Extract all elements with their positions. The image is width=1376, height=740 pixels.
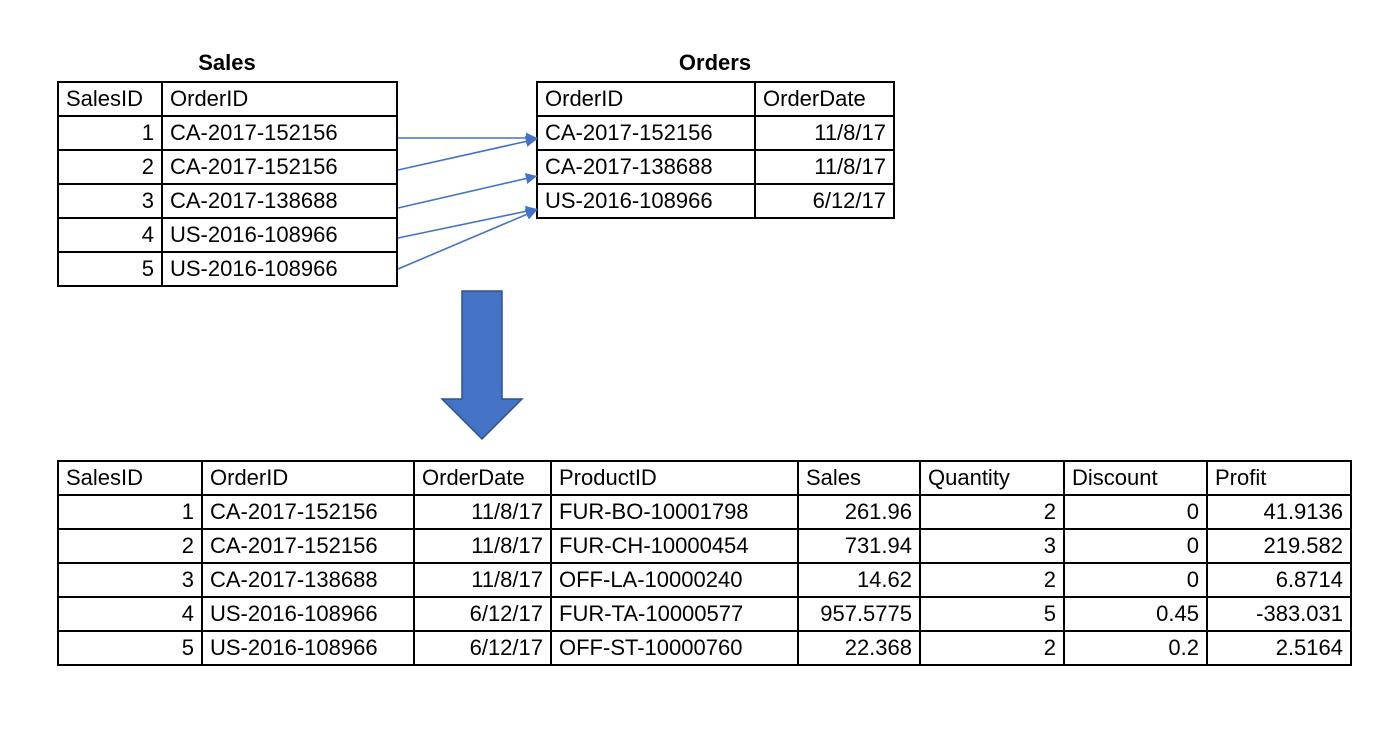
table-cell: CA-2017-152156 bbox=[201, 528, 415, 564]
table-cell: 6/12/17 bbox=[413, 630, 552, 666]
table-row: 3 CA-2017-138688 bbox=[57, 183, 398, 219]
connector-arrow-row2 bbox=[397, 135, 538, 171]
table-cell: 1 bbox=[57, 115, 163, 151]
table-cell: 11/8/17 bbox=[754, 115, 895, 151]
column-header: Profit bbox=[1206, 460, 1352, 496]
table-cell: FUR-BO-10001798 bbox=[550, 494, 799, 530]
table-cell: CA-2017-138688 bbox=[201, 562, 415, 598]
table-cell: CA-2017-152156 bbox=[536, 115, 756, 151]
table-cell: 3 bbox=[57, 183, 163, 219]
table-header-row: SalesID OrderID bbox=[57, 81, 398, 117]
table-cell: 11/8/17 bbox=[413, 528, 552, 564]
column-header: Sales bbox=[797, 460, 921, 496]
table-cell: 0 bbox=[1063, 528, 1208, 564]
table-cell: 1 bbox=[57, 494, 203, 530]
sales-table-title: Sales bbox=[198, 50, 256, 75]
table-cell: 2 bbox=[919, 630, 1065, 666]
table-cell: 4 bbox=[57, 217, 163, 253]
table-cell: 6/12/17 bbox=[754, 183, 895, 219]
down-arrow-icon bbox=[440, 290, 524, 441]
table-cell: 2.5164 bbox=[1206, 630, 1352, 666]
table-cell: CA-2017-138688 bbox=[161, 183, 398, 219]
table-cell: 5 bbox=[919, 596, 1065, 632]
table-cell: US-2016-108966 bbox=[161, 217, 398, 253]
orders-table-title: Orders bbox=[678, 50, 752, 75]
table-row: 3 CA-2017-138688 11/8/17 OFF-LA-10000240… bbox=[57, 562, 1352, 598]
table-cell: 5 bbox=[57, 251, 163, 287]
table-cell: US-2016-108966 bbox=[201, 596, 415, 632]
column-header: SalesID bbox=[57, 81, 163, 117]
table-cell: 2 bbox=[57, 528, 203, 564]
table-row: 2 CA-2017-152156 11/8/17 FUR-CH-10000454… bbox=[57, 528, 1352, 564]
table-cell: CA-2017-138688 bbox=[536, 149, 756, 185]
table-cell: FUR-TA-10000577 bbox=[550, 596, 799, 632]
table-cell: 6/12/17 bbox=[413, 596, 552, 632]
table-cell: 5 bbox=[57, 630, 203, 666]
orders-table: OrderID OrderDate CA-2017-152156 11/8/17… bbox=[536, 81, 895, 219]
table-cell: US-2016-108966 bbox=[536, 183, 756, 219]
table-cell: 0.2 bbox=[1063, 630, 1208, 666]
table-header-row: SalesID OrderID OrderDate ProductID Sale… bbox=[57, 460, 1352, 496]
column-header: SalesID bbox=[57, 460, 203, 496]
table-row: 4 US-2016-108966 6/12/17 FUR-TA-10000577… bbox=[57, 596, 1352, 632]
column-header: OrderDate bbox=[413, 460, 552, 496]
table-cell: 0 bbox=[1063, 494, 1208, 530]
table-row: US-2016-108966 6/12/17 bbox=[536, 183, 895, 219]
table-cell: 4 bbox=[57, 596, 203, 632]
connector-arrow-row3 bbox=[397, 173, 538, 209]
table-row: 1 CA-2017-152156 bbox=[57, 115, 398, 151]
table-row: 5 US-2016-108966 bbox=[57, 251, 398, 287]
table-row: 4 US-2016-108966 bbox=[57, 217, 398, 253]
table-row: CA-2017-152156 11/8/17 bbox=[536, 115, 895, 151]
table-cell: -383.031 bbox=[1206, 596, 1352, 632]
table-cell: 2 bbox=[57, 149, 163, 185]
table-cell: 957.5775 bbox=[797, 596, 921, 632]
table-row: 2 CA-2017-152156 bbox=[57, 149, 398, 185]
sales-table: SalesID OrderID 1 CA-2017-152156 2 CA-20… bbox=[57, 81, 398, 287]
table-row: 5 US-2016-108966 6/12/17 OFF-ST-10000760… bbox=[57, 630, 1352, 666]
table-cell: US-2016-108966 bbox=[201, 630, 415, 666]
table-cell: CA-2017-152156 bbox=[161, 115, 398, 151]
table-row: CA-2017-138688 11/8/17 bbox=[536, 149, 895, 185]
table-header-row: OrderID OrderDate bbox=[536, 81, 895, 117]
table-cell: OFF-LA-10000240 bbox=[550, 562, 799, 598]
table-cell: 3 bbox=[57, 562, 203, 598]
table-cell: 261.96 bbox=[797, 494, 921, 530]
column-header: OrderID bbox=[536, 81, 756, 117]
table-cell: FUR-CH-10000454 bbox=[550, 528, 799, 564]
column-header: Quantity bbox=[919, 460, 1065, 496]
table-cell: 22.368 bbox=[797, 630, 921, 666]
table-cell: 3 bbox=[919, 528, 1065, 564]
table-cell: 2 bbox=[919, 562, 1065, 598]
column-header: OrderID bbox=[161, 81, 398, 117]
table-cell: CA-2017-152156 bbox=[201, 494, 415, 530]
table-cell: 219.582 bbox=[1206, 528, 1352, 564]
connector-arrow-row5 bbox=[397, 209, 538, 270]
table-cell: 14.62 bbox=[797, 562, 921, 598]
column-header: OrderDate bbox=[754, 81, 895, 117]
table-cell: 0.45 bbox=[1063, 596, 1208, 632]
table-cell: OFF-ST-10000760 bbox=[550, 630, 799, 666]
connector-arrow-row4 bbox=[397, 205, 538, 239]
table-cell: 0 bbox=[1063, 562, 1208, 598]
table-cell: 11/8/17 bbox=[413, 494, 552, 530]
column-header: Discount bbox=[1063, 460, 1208, 496]
column-header: OrderID bbox=[201, 460, 415, 496]
table-row: 1 CA-2017-152156 11/8/17 FUR-BO-10001798… bbox=[57, 494, 1352, 530]
table-cell: 11/8/17 bbox=[754, 149, 895, 185]
table-cell: 11/8/17 bbox=[413, 562, 552, 598]
table-cell: US-2016-108966 bbox=[161, 251, 398, 287]
table-cell: 6.8714 bbox=[1206, 562, 1352, 598]
table-cell: 41.9136 bbox=[1206, 494, 1352, 530]
table-cell: 731.94 bbox=[797, 528, 921, 564]
table-cell: CA-2017-152156 bbox=[161, 149, 398, 185]
table-cell: 2 bbox=[919, 494, 1065, 530]
joined-result-table: SalesID OrderID OrderDate ProductID Sale… bbox=[57, 460, 1352, 666]
column-header: ProductID bbox=[550, 460, 799, 496]
